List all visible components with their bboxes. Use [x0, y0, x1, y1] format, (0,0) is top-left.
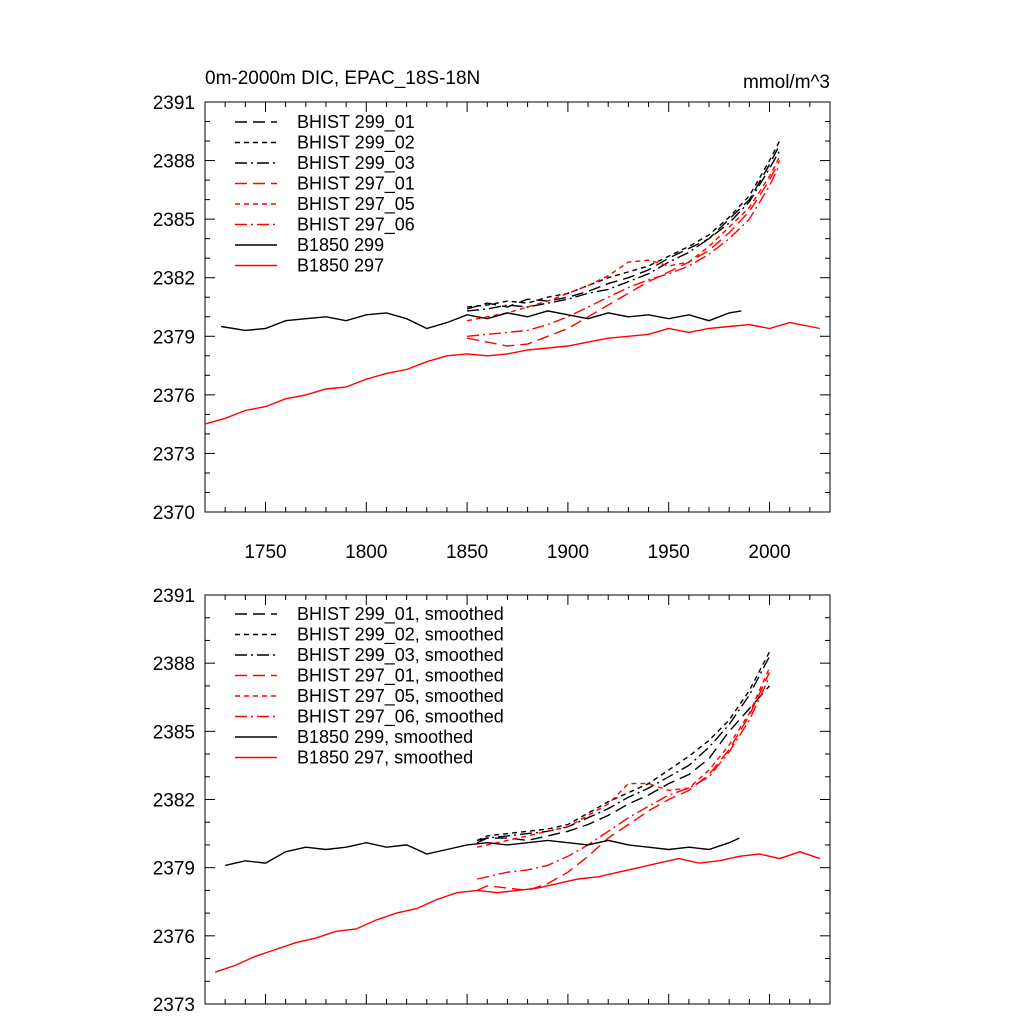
y-tick-label: 2385 [153, 722, 195, 743]
legend-label: B1850 299, smoothed [297, 727, 473, 747]
series-line [476, 672, 771, 892]
plot-frame [204, 101, 831, 513]
legend-label: BHIST 297_01 [297, 174, 415, 195]
y-tick-label: 2382 [153, 269, 195, 290]
x-tick-label: 1750 [244, 542, 286, 563]
series-line [214, 851, 821, 973]
y-tick-label: 2373 [153, 995, 195, 1016]
top-chart: 2370 2373 2376 2379 2382 2385 2388 2391 1750 1800… [153, 68, 831, 563]
legend-label: B1850 297 [297, 256, 384, 276]
y-tick-label: 2373 [153, 444, 195, 465]
series-line [225, 837, 740, 867]
series-line [477, 685, 771, 842]
y-tick-label: 2376 [153, 386, 195, 407]
series-line [466, 156, 781, 322]
y-tick-label: 2376 [153, 927, 195, 948]
series-line [476, 651, 771, 842]
legend-label: BHIST 297_05 [297, 194, 415, 215]
series-line [467, 164, 781, 337]
y-tick-label: 2391 [153, 93, 195, 114]
series-line [467, 150, 781, 312]
y-tick-label: 2385 [153, 210, 195, 231]
legend-label: BHIST 299_02 [297, 133, 415, 154]
legend-label: BHIST 299_01 [297, 112, 415, 133]
legend-label: BHIST 299_01, smoothed [297, 604, 504, 625]
y-tick-label: 2382 [153, 791, 195, 812]
series-line [477, 676, 771, 880]
x-tick-label: 1850 [446, 542, 488, 563]
legend-label: BHIST 297_06 [297, 215, 415, 236]
chart-title: 0m-2000m DIC, EPAC_18S-18N [205, 68, 480, 89]
series-line [467, 140, 781, 308]
bottom-chart: 2373 2376 2379 2382 2385 2388 2391 BHIST 299_01… [153, 586, 831, 1016]
legend-label: BHIST 299_03 [297, 153, 415, 174]
legend-label: BHIST 299_02, smoothed [297, 625, 504, 646]
x-tick-label: 1950 [648, 542, 690, 563]
y-tick-label: 2391 [153, 586, 195, 607]
units-label: mmol/m^3 [743, 72, 830, 93]
y-tick-label: 2370 [153, 503, 195, 524]
legend-label: B1850 297, smoothed [297, 748, 473, 768]
legend-label: BHIST 297_01, smoothed [297, 666, 504, 687]
series-line [476, 655, 771, 844]
series-group [205, 140, 821, 425]
series-line [477, 667, 771, 848]
y-tick-label: 2388 [153, 654, 195, 675]
legend-label: BHIST 299_03, smoothed [297, 645, 504, 666]
y-tick-label: 2379 [153, 859, 195, 880]
series-line [205, 321, 821, 425]
series-line [466, 160, 781, 347]
series-line [466, 144, 781, 310]
x-tick-label: 1900 [547, 542, 589, 563]
legend-label: BHIST 297_05, smoothed [297, 686, 504, 707]
y-tick-label: 2379 [153, 327, 195, 348]
series-line [220, 310, 742, 332]
legend-label: BHIST 297_06, smoothed [297, 707, 504, 728]
series-group [214, 651, 821, 973]
x-tick-label: 2000 [748, 542, 790, 563]
x-tick-label: 1800 [345, 542, 387, 563]
y-tick-label: 2388 [153, 152, 195, 173]
legend-label: B1850 299 [297, 235, 384, 255]
